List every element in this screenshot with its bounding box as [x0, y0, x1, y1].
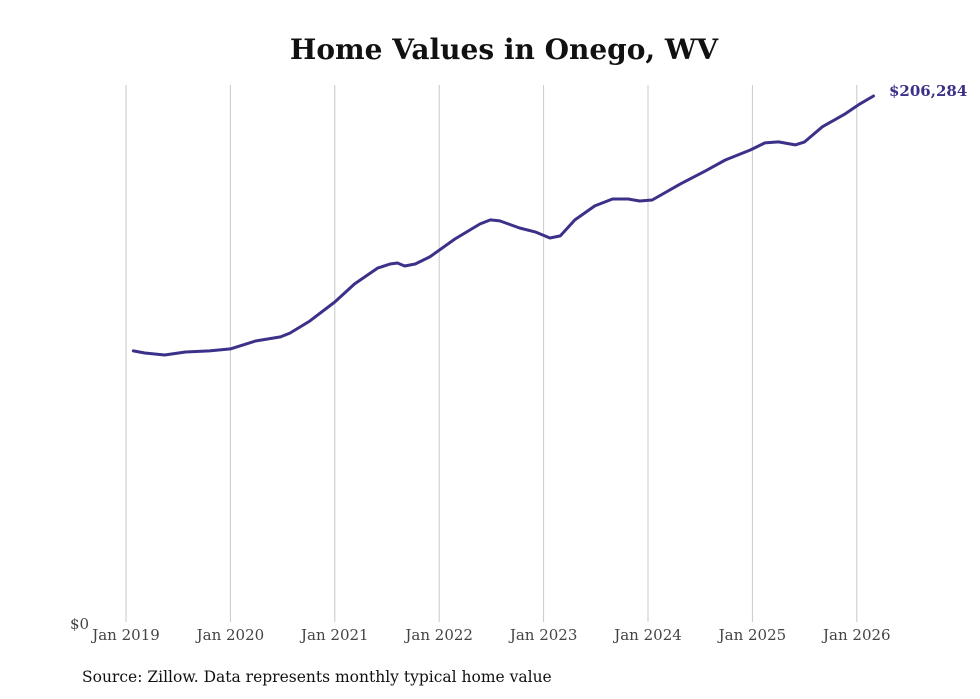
x-tick-label: Jan 2021: [299, 626, 369, 644]
x-axis-ticks: Jan 2019 Jan 2020 Jan 2021 Jan 2022 Jan 2023…: [90, 626, 890, 644]
series-line: [131, 94, 875, 357]
x-tick-label: Jan 2026: [821, 626, 891, 644]
x-tick-label: Jan 2020: [195, 626, 265, 644]
x-tick-label: Jan 2024: [612, 626, 682, 644]
chart-title: Home Values in Onego, WV: [290, 33, 719, 66]
gridlines: [125, 85, 858, 622]
end-value-label: $206,284: [889, 82, 967, 100]
x-tick-label: Jan 2025: [717, 626, 787, 644]
source-note: Source: Zillow. Data represents monthly …: [82, 668, 552, 686]
x-tick-label: Jan 2023: [508, 626, 578, 644]
y-tick-zero: $0: [70, 615, 89, 633]
x-tick-label: Jan 2019: [90, 626, 160, 644]
data-points: [133, 96, 873, 355]
x-tick-label: Jan 2022: [403, 626, 473, 644]
